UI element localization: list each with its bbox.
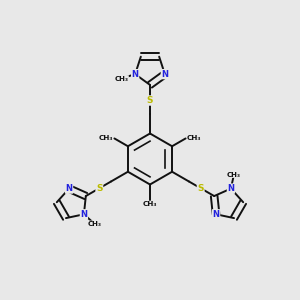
Text: CH₃: CH₃ — [88, 221, 102, 227]
Text: N: N — [213, 210, 220, 219]
Text: N: N — [132, 70, 139, 79]
Text: N: N — [227, 184, 234, 193]
Text: S: S — [147, 96, 153, 105]
Text: S: S — [96, 184, 103, 193]
Text: N: N — [80, 210, 87, 219]
Text: CH₃: CH₃ — [143, 201, 157, 207]
Text: CH₃: CH₃ — [99, 136, 113, 142]
Text: N: N — [66, 184, 73, 193]
Text: S: S — [197, 184, 204, 193]
Text: N: N — [161, 70, 168, 79]
Text: CH₃: CH₃ — [115, 76, 128, 82]
Text: CH₃: CH₃ — [187, 136, 201, 142]
Text: CH₃: CH₃ — [227, 172, 241, 178]
